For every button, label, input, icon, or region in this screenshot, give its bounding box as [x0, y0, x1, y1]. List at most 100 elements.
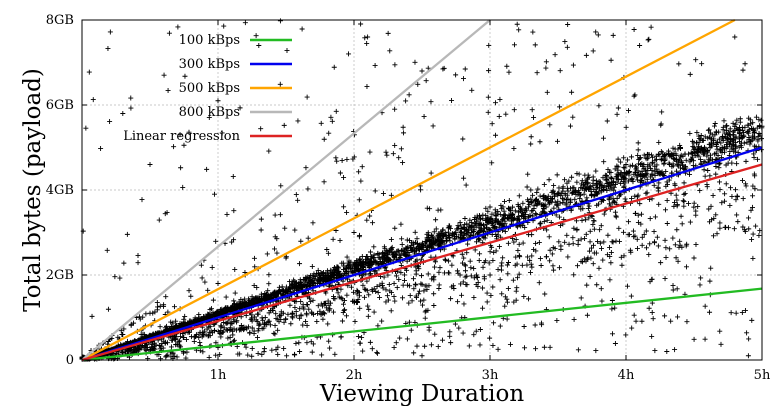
scatter-point	[468, 273, 474, 279]
scatter-point	[253, 317, 259, 323]
scatter-point	[655, 151, 661, 157]
scatter-point	[212, 311, 218, 317]
scatter-point	[287, 302, 293, 308]
scatter-point	[454, 226, 460, 232]
scatter-point	[143, 311, 149, 317]
scatter-point	[683, 157, 689, 163]
scatter-point	[186, 288, 192, 294]
y-axis-label: Total bytes (payload)	[20, 68, 46, 312]
scatter-point	[403, 98, 409, 104]
scatter-point	[438, 207, 444, 213]
scatter-point	[118, 328, 124, 334]
scatter-point	[277, 18, 283, 24]
scatter-point	[668, 318, 674, 324]
scatter-point	[177, 132, 183, 138]
scatter-point	[639, 242, 645, 248]
scatter-point	[576, 171, 582, 177]
scatter-point	[384, 293, 390, 299]
scatter-point	[410, 276, 416, 282]
scatter-point	[289, 310, 295, 316]
scatter-point	[473, 282, 479, 288]
scatter-point	[509, 212, 515, 218]
scatter-point	[601, 239, 607, 245]
scatter-point	[643, 190, 649, 196]
scatter-point	[341, 263, 347, 269]
scatter-point	[734, 212, 740, 218]
scatter-point	[557, 200, 563, 206]
scatter-point	[435, 237, 441, 243]
scatter-point	[477, 220, 483, 226]
scatter-point	[547, 344, 553, 350]
scatter-point	[322, 311, 328, 317]
scatter-point	[702, 303, 708, 309]
scatter-point	[481, 274, 487, 280]
scatter-point	[532, 322, 538, 328]
scatter-point	[295, 118, 301, 124]
scatter-point	[163, 294, 169, 300]
scatter-point	[643, 228, 649, 234]
scatter-point	[579, 217, 585, 223]
scatter-point	[725, 160, 731, 166]
scatter-point	[677, 160, 683, 166]
scatter-point	[564, 180, 570, 186]
scatter-point	[400, 282, 406, 288]
scatter-point	[335, 290, 341, 296]
scatter-point	[452, 321, 458, 327]
scatter-point	[392, 253, 398, 259]
scatter-point	[624, 283, 630, 289]
scatter-point	[414, 236, 420, 242]
scatter-point	[513, 236, 519, 242]
scatter-point	[691, 147, 697, 153]
scatter-point	[326, 302, 332, 308]
scatter-point	[455, 234, 461, 240]
scatter-point	[171, 144, 177, 150]
scatter-point	[495, 266, 501, 272]
scatter-point	[120, 111, 126, 116]
scatter-point	[390, 151, 396, 157]
scatter-point	[466, 224, 472, 230]
scatter-point	[242, 20, 248, 26]
scatter-point	[196, 334, 202, 340]
scatter-point	[498, 263, 504, 269]
scatter-point	[389, 244, 395, 250]
scatter-point	[716, 136, 722, 142]
scatter-point	[206, 324, 212, 330]
scatter-point	[105, 46, 111, 52]
scatter-point	[272, 212, 278, 218]
scatter-point	[486, 226, 492, 232]
scatter-point	[572, 196, 578, 202]
scatter-point	[513, 288, 519, 294]
scatter-point	[332, 351, 338, 357]
scatter-point	[575, 241, 581, 247]
scatter-point	[365, 313, 371, 319]
scatter-point	[671, 151, 677, 157]
scatter-point	[648, 174, 654, 180]
scatter-point	[673, 192, 679, 198]
scatter-point	[701, 147, 707, 153]
scatter-point	[533, 197, 539, 203]
legend-label: Linear regression	[123, 129, 240, 144]
scatter-point	[287, 279, 293, 285]
scatter-point	[683, 243, 689, 249]
scatter-point	[212, 327, 218, 333]
scatter-point	[551, 267, 557, 273]
scatter-point	[586, 203, 592, 209]
scatter-point	[154, 300, 160, 306]
scatter-point	[652, 214, 658, 220]
scatter-point	[471, 332, 477, 338]
scatter-point	[687, 219, 693, 225]
scatter-point	[552, 193, 558, 199]
scatter-point	[688, 156, 694, 162]
scatter-point	[710, 233, 716, 239]
scatter-point	[505, 285, 511, 291]
series-line-1	[81, 146, 763, 362]
scatter-point	[552, 246, 558, 252]
scatter-point	[351, 230, 357, 235]
scatter-point	[485, 109, 491, 115]
scatter-point	[556, 190, 562, 196]
scatter-point	[537, 193, 543, 199]
scatter-point	[309, 310, 315, 316]
scatter-point	[570, 62, 576, 68]
scatter-point	[670, 287, 676, 293]
scatter-point	[440, 227, 446, 233]
